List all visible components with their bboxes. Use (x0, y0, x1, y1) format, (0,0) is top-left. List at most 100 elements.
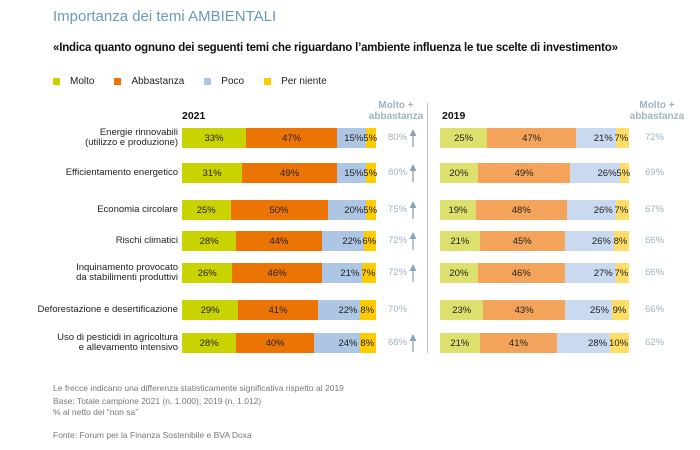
data-label: 26% (197, 267, 217, 279)
bar-segment-molto-2021: 31% (182, 163, 243, 183)
arrow-up-icon (409, 232, 417, 250)
bar-segment-per-niente-2021: 7% (361, 263, 376, 283)
data-label: 44% (269, 235, 289, 247)
bar-segment-poco-2019: 25% (564, 300, 612, 320)
bar-segment-poco-2021: 22% (317, 300, 361, 320)
legend-swatch-poco (204, 78, 212, 85)
bar-segment-per-niente-2019: 9% (611, 300, 629, 320)
data-label: 7% (614, 204, 629, 216)
category-label-line: e allevamento intensivo (78, 342, 178, 353)
bar-segment-per-niente-2019: 7% (614, 200, 629, 220)
data-label: 24% (338, 337, 358, 349)
data-label: 20% (344, 204, 364, 216)
data-label: 22% (342, 235, 362, 247)
data-label: 6% (362, 235, 377, 247)
data-label: 9% (612, 304, 627, 316)
total-header-line: abbastanza (368, 111, 424, 122)
data-label: 8% (360, 304, 375, 316)
year-label-2021: 2021 (182, 110, 206, 122)
legend-swatch-molto (53, 78, 60, 85)
category-label-line: Uso di pesticidi in agricoltura (57, 331, 178, 343)
source-note: Fonte: Forum per la Finanza Sostenibile … (53, 430, 252, 440)
bar-segment-poco-2021: 24% (313, 333, 361, 353)
bar-segment-poco-2019: 28% (557, 333, 611, 353)
data-label: 7% (614, 132, 629, 144)
bar-segment-molto-2019: 25% (440, 128, 488, 148)
bar-segment-per-niente-2021: 5% (363, 163, 377, 183)
bar-segment-poco-2021: 15% (337, 163, 367, 183)
bar-segment-per-niente-2019: 10% (609, 333, 629, 353)
total-molto-abbastanza-2019: 66% (645, 235, 665, 246)
bar-segment-abbastanza-2019: 47% (487, 128, 577, 148)
bar-segment-molto-2019: 21% (440, 333, 480, 353)
data-label: 47% (282, 132, 302, 144)
total-molto-abbastanza-2021: 72% (388, 267, 408, 278)
data-label: 8% (613, 235, 628, 247)
category-label-line: Energie rinnovabili (99, 126, 178, 138)
category-label-line: Efficientamento energetico (65, 166, 178, 178)
bar-segment-abbastanza-2019: 48% (475, 200, 567, 220)
legend-item-abbastanza: Abbastanza (114, 76, 184, 87)
bar-segment-molto-2019: 20% (440, 263, 478, 283)
data-label: 20% (449, 167, 469, 179)
data-label: 25% (196, 204, 216, 216)
total-molto-abbastanza-2019: 62% (645, 337, 665, 348)
data-label: 19% (448, 204, 468, 216)
data-label: 15% (344, 167, 364, 179)
year-label-2019: 2019 (442, 110, 466, 122)
bar-segment-per-niente-2019: 5% (616, 163, 630, 183)
total-molto-abbastanza-2021: 75% (388, 204, 408, 215)
panel-divider (427, 103, 428, 353)
bar-segment-molto-2019: 23% (440, 300, 484, 320)
data-label: 25% (589, 304, 609, 316)
bar-segment-per-niente-2021: 5% (363, 200, 378, 220)
bar-segment-molto-2021: 29% (182, 300, 239, 320)
bar-segment-per-niente-2021: 8% (360, 333, 376, 353)
bar-segment-molto-2019: 19% (440, 200, 476, 220)
bar-segment-abbastanza-2021: 50% (230, 200, 328, 220)
bar-segment-molto-2021: 26% (182, 263, 233, 283)
data-label: 5% (363, 132, 378, 144)
bar-segment-abbastanza-2019: 41% (479, 333, 558, 353)
total-header-line: Molto + (378, 100, 414, 111)
footnote: % al netto dei “non sa” (53, 407, 139, 417)
total-molto-abbastanza-2019: 66% (645, 267, 665, 278)
data-label: 43% (514, 304, 534, 316)
data-label: 5% (363, 204, 378, 216)
total-molto-abbastanza-2021: 80% (388, 132, 408, 143)
data-label: 33% (204, 132, 224, 144)
category-label: Efficientamento energetico (65, 166, 178, 179)
data-label: 20% (449, 267, 469, 279)
arrow-up-icon (409, 164, 417, 182)
data-label: 41% (268, 304, 288, 316)
bar-segment-abbastanza-2021: 47% (246, 128, 338, 148)
category-label: Deforestazione e desertificazione (38, 304, 178, 316)
bar-segment-molto-2021: 28% (182, 231, 237, 251)
bar-segment-poco-2021: 22% (321, 231, 365, 251)
category-label-line: da stabilimenti produttivi (76, 272, 178, 283)
data-label: 26% (591, 235, 611, 247)
bar-segment-abbastanza-2021: 40% (236, 333, 314, 353)
data-label: 29% (200, 304, 220, 316)
category-label: Economia circolare (97, 204, 178, 216)
data-label: 28% (588, 337, 608, 349)
data-label: 25% (454, 132, 474, 144)
footnote: Base: Totale campione 2021 (n. 1.000); 2… (53, 396, 262, 406)
bar-segment-abbastanza-2021: 41% (238, 300, 318, 320)
legend: Molto Abbastanza Poco Per niente (53, 76, 347, 87)
footnotes: Le frecce indicano una differenza statis… (53, 383, 344, 418)
category-label: Energie rinnovabili (utilizzo e produzion… (85, 126, 178, 149)
data-label: 28% (199, 235, 219, 247)
legend-label: Abbastanza (131, 76, 185, 87)
total-header-2021: Molto + abbastanza (366, 100, 426, 122)
category-label-line: (utilizzo e produzione) (85, 137, 178, 148)
bar-segment-poco-2019: 21% (576, 128, 616, 148)
total-molto-abbastanza-2021: 68% (388, 337, 408, 348)
legend-label: Per niente (281, 76, 327, 87)
total-molto-abbastanza-2019: 66% (645, 304, 665, 315)
bar-segment-abbastanza-2021: 49% (242, 163, 338, 183)
data-label: 46% (267, 267, 287, 279)
data-label: 21% (450, 337, 470, 349)
total-header-line: abbastanza (629, 111, 685, 122)
footnote: Le frecce indicano una differenza statis… (53, 383, 344, 393)
